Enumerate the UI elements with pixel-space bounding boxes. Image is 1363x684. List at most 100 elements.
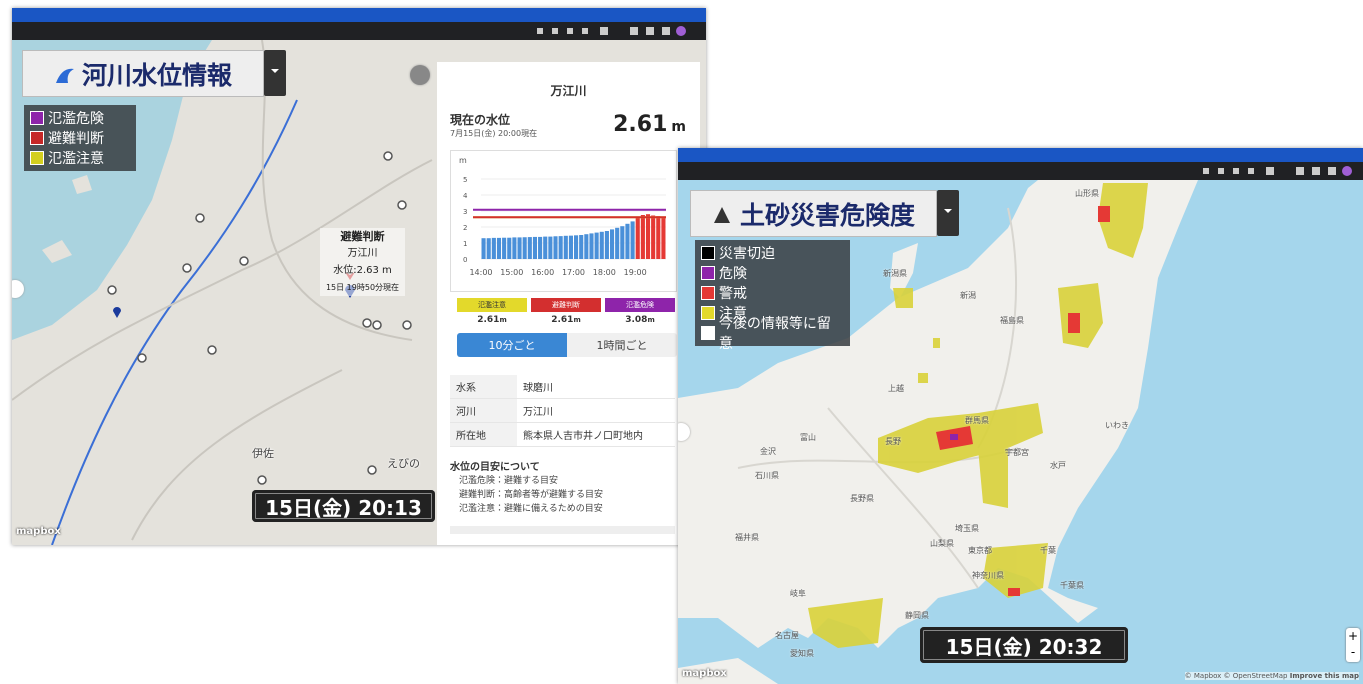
station-marker[interactable] <box>398 201 406 209</box>
scrollbar[interactable] <box>450 526 675 534</box>
water-icon <box>54 63 76 85</box>
legend-label: 氾濫危険 <box>48 108 104 128</box>
map-label: 愛知県 <box>790 648 814 659</box>
info-key: 水系 <box>450 375 517 399</box>
station-marker[interactable] <box>183 264 191 272</box>
profile-icon <box>1342 166 1352 176</box>
tab-10min[interactable]: 10分ごと <box>457 333 567 357</box>
tab-1hour[interactable]: 1時間ごと <box>567 333 677 357</box>
station-marker[interactable] <box>373 321 381 329</box>
station-marker[interactable] <box>240 257 248 265</box>
popup-level: 避難判断 <box>320 228 405 245</box>
station-marker[interactable] <box>403 321 411 329</box>
x-tick-label: 18:00 <box>593 268 616 277</box>
station-marker[interactable] <box>138 354 146 362</box>
station-marker[interactable] <box>258 476 266 484</box>
info-key: 河川 <box>450 399 517 423</box>
guide-item: 避難判断：高齢者等が避難する目安 <box>459 488 603 502</box>
x-tick-label: 15:00 <box>500 268 523 277</box>
legend-label: 避難判断 <box>48 128 104 148</box>
improve-link[interactable]: Improve this map <box>1290 672 1359 680</box>
threshold-unit: m <box>499 316 506 324</box>
y-tick-label: 0 <box>463 256 467 264</box>
station-marker[interactable] <box>196 214 204 222</box>
map-label: 千葉 <box>1040 545 1056 556</box>
map-label: 伊佐 <box>252 445 274 461</box>
toolbar-icons <box>678 162 1363 180</box>
info-row: 河川万江川 <box>450 399 675 423</box>
station-marker[interactable] <box>368 466 376 474</box>
title-text: 土砂災害危険度 <box>740 196 915 232</box>
icon <box>1233 168 1239 174</box>
x-tick-label: 16:00 <box>531 268 554 277</box>
map-label: 名古屋 <box>775 630 799 641</box>
map-label: えびの <box>387 455 420 471</box>
legend-swatch <box>701 266 715 280</box>
zoom-in[interactable]: + <box>1346 628 1360 645</box>
bar <box>507 238 511 259</box>
map-label: 宇都宮 <box>1005 447 1029 458</box>
layer-dropdown[interactable] <box>264 50 286 96</box>
legend-label: 氾濫注意 <box>48 148 104 168</box>
popup-water-level: 水位:2.63 m <box>320 262 405 279</box>
threshold-name: 避難判断 <box>531 298 601 312</box>
bar <box>487 238 491 259</box>
screen: 河川水位情報 氾濫危険避難判断氾濫注意 避難判断 万江川 水位:2.63 m 1… <box>0 0 1363 684</box>
map-label: 長野 <box>885 436 901 447</box>
threshold-unit: m <box>647 316 654 324</box>
station-marker[interactable] <box>208 346 216 354</box>
map-label: 東京都 <box>968 545 992 556</box>
bar <box>610 229 614 259</box>
y-tick-label: 2 <box>463 224 467 232</box>
y-tick-label: 3 <box>463 208 467 216</box>
icon <box>567 28 573 34</box>
window-titlebar <box>678 148 1363 162</box>
bar <box>497 238 501 259</box>
legend: 氾濫危険避難判断氾濫注意 <box>24 105 136 171</box>
risk-area-high <box>1068 313 1080 333</box>
bar <box>636 217 640 259</box>
info-row: 所在地熊本県人吉市井ノ口町地内 <box>450 423 675 447</box>
threshold-item: 氾濫注意 2.61m <box>457 298 527 325</box>
bar <box>651 215 655 259</box>
guide-list: 氾濫危険：避難する目安避難判断：高齢者等が避難する目安氾濫注意：避難に備えるため… <box>459 474 603 516</box>
bar <box>512 237 516 259</box>
threshold-item: 氾濫危険3.08m <box>605 298 675 325</box>
bar <box>620 226 624 259</box>
legend-label: 災害切迫 <box>719 243 775 263</box>
bar <box>631 221 635 259</box>
bar <box>492 238 496 259</box>
threshold-value: 2.61 <box>477 315 499 325</box>
risk-area-high <box>1008 588 1020 596</box>
station-marker[interactable] <box>363 319 371 327</box>
info-value: 球磨川 <box>517 375 675 399</box>
zoom-out[interactable]: - <box>1346 645 1360 662</box>
legend-swatch <box>701 326 715 340</box>
layer-dropdown[interactable] <box>937 190 959 236</box>
title-text: 河川水位情報 <box>82 56 232 92</box>
bar <box>548 237 552 259</box>
current-time: 7月15日(金) 20:00現在 <box>450 128 537 139</box>
station-marker[interactable] <box>384 152 392 160</box>
popup-time: 15日 19時50分現在 <box>320 279 405 296</box>
legend-item: 氾濫注意 <box>30 148 130 168</box>
station-marker[interactable] <box>108 286 116 294</box>
icon <box>537 28 543 34</box>
map-label: 水戸 <box>1050 460 1066 471</box>
bar <box>579 235 583 259</box>
info-key: 所在地 <box>450 423 517 447</box>
mountain-icon <box>712 203 734 225</box>
icon <box>552 28 558 34</box>
risk-area-high <box>1098 206 1110 222</box>
map-logo: mapbox <box>682 668 727 679</box>
threshold-name: 氾濫注意 <box>457 298 527 312</box>
bar <box>569 236 573 259</box>
icon <box>1328 167 1336 175</box>
icon <box>1296 167 1304 175</box>
popup-river: 万江川 <box>320 245 405 262</box>
bar <box>574 235 578 259</box>
station-popup: 避難判断 万江川 水位:2.63 m 15日 19時50分現在 <box>320 228 405 296</box>
close-button[interactable] <box>410 65 430 85</box>
map-label: 富山 <box>800 432 816 443</box>
layer-title: 河川水位情報 <box>22 50 264 97</box>
